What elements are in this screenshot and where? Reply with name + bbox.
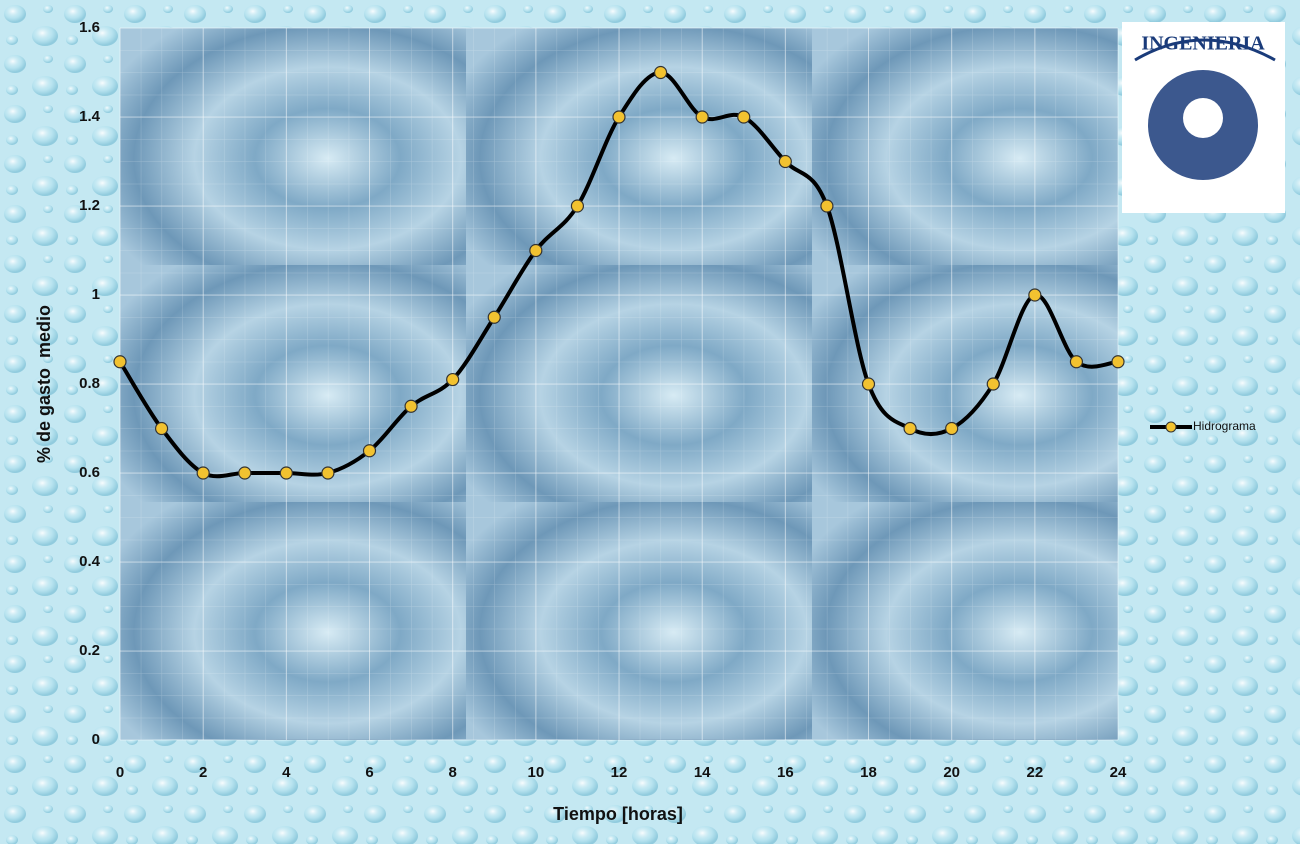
y-tick-label: 0.6: [79, 464, 100, 481]
y-tick-label: 0.8: [79, 375, 100, 392]
x-tick-label: 6: [365, 764, 373, 781]
y-tick-label: 1.6: [79, 19, 100, 36]
plot-area: [120, 28, 1118, 740]
x-tick-label: 12: [611, 764, 628, 781]
data-point: [653, 65, 668, 80]
y-axis-label: % de gasto medio: [34, 305, 54, 463]
data-point: [404, 399, 418, 413]
data-point: [196, 466, 210, 480]
data-point: [612, 110, 626, 124]
y-tick-label: 0.4: [79, 553, 101, 570]
logo-arc: [1134, 38, 1276, 62]
data-point: [986, 377, 1000, 391]
x-tick-label: 24: [1110, 764, 1127, 781]
data-point: [570, 199, 585, 213]
legend-label: Hidrograma: [1193, 419, 1256, 433]
data-point: [1111, 355, 1125, 369]
data-point: [362, 444, 377, 458]
data-point: [529, 243, 543, 258]
data-point: [446, 372, 460, 387]
data-point: [1028, 288, 1042, 302]
y-tick-label: 1: [92, 286, 100, 303]
data-point: [945, 421, 959, 436]
data-point: [238, 466, 252, 480]
y-tick-label: 1.2: [79, 197, 100, 214]
logo-text: INGENIERIA: [1141, 33, 1265, 55]
data-point: [321, 466, 335, 480]
data-point: [113, 355, 127, 369]
x-tick-label: 20: [943, 764, 960, 781]
x-tick-label: 10: [527, 764, 544, 781]
x-tick-label: 18: [860, 764, 877, 781]
x-tick-label: 2: [199, 764, 207, 781]
x-axis-label: Tiempo [horas]: [553, 804, 683, 824]
y-tick-label: 1.4: [79, 108, 101, 125]
data-point: [820, 199, 834, 213]
data-point: [695, 110, 709, 124]
legend-marker: [1165, 421, 1177, 433]
data-point: [279, 466, 293, 480]
logo-circle: [1183, 98, 1223, 138]
x-tick-label: 16: [777, 764, 794, 781]
y-tick-label: 0: [92, 731, 100, 748]
x-tick-label: 8: [448, 764, 456, 781]
data-point: [903, 421, 917, 436]
data-point: [487, 310, 501, 324]
data-point: [154, 421, 169, 436]
minor-grid: [120, 28, 1118, 740]
x-tick-label: 14: [694, 764, 711, 781]
x-tick-label: 22: [1026, 764, 1043, 781]
x-tick-label: 0: [116, 764, 124, 781]
data-point: [737, 110, 751, 124]
data-point: [1069, 355, 1084, 369]
data-point: [778, 154, 792, 169]
x-tick-label: 4: [282, 764, 291, 781]
y-tick-label: 0.2: [79, 642, 100, 659]
logo: INGENIERIA: [1122, 22, 1285, 213]
data-point: [861, 377, 876, 391]
